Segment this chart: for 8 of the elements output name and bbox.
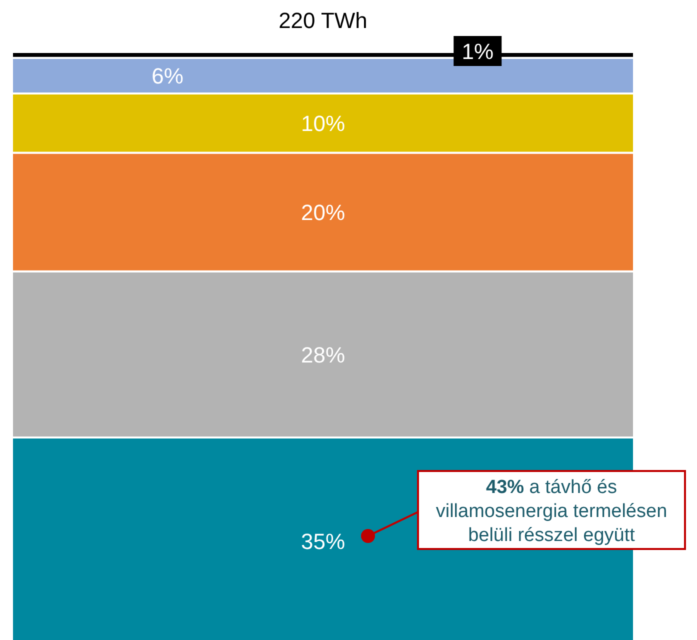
data-label: 1% — [462, 39, 494, 64]
data-label: 35% — [300, 529, 346, 554]
data-label: 10% — [300, 111, 346, 136]
chart-title: 220 TWh — [278, 8, 368, 34]
data-label: 28% — [300, 342, 346, 368]
data-label: 6% — [152, 64, 184, 89]
data-label: 20% — [300, 200, 346, 226]
annotation: 43% a távhő és villamosenergia termelésen belüli résszel együtt — [417, 470, 686, 550]
